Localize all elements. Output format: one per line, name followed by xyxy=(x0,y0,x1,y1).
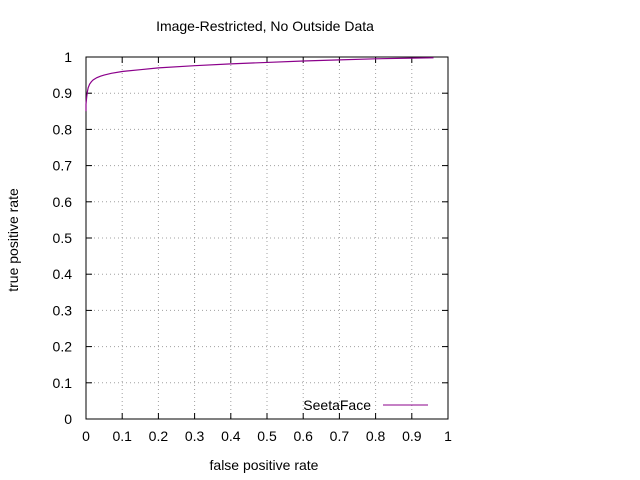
y-tick-label: 1 xyxy=(64,49,72,65)
y-tick-label: 0.5 xyxy=(53,230,73,246)
x-tick-label: 0.3 xyxy=(185,428,205,444)
series-line-seetaface xyxy=(85,57,434,112)
y-tick-label: 0.8 xyxy=(53,121,73,137)
x-tick-label: 0.4 xyxy=(221,428,241,444)
x-tick-label: 1 xyxy=(444,428,452,444)
y-tick-label: 0.7 xyxy=(53,158,73,174)
y-tick-label: 0.6 xyxy=(53,194,73,210)
y-tick-label: 0.9 xyxy=(53,85,73,101)
legend: SeetaFace xyxy=(303,397,428,413)
x-tick-label: 0.2 xyxy=(149,428,169,444)
x-tick-label: 0.9 xyxy=(402,428,422,444)
y-tick-label: 0.3 xyxy=(53,302,73,318)
legend-label-seetaface: SeetaFace xyxy=(303,397,371,413)
grid-lines xyxy=(86,57,448,419)
x-tick-label: 0.7 xyxy=(330,428,350,444)
x-tick-label: 0.1 xyxy=(112,428,132,444)
x-tick-label: 0.8 xyxy=(366,428,386,444)
y-tick-label: 0.1 xyxy=(53,375,73,391)
x-tick-label: 0.5 xyxy=(257,428,277,444)
tick-labels: 0 0.1 0.2 0.3 0.4 0.5 0.6 0.7 0.8 0.9 1 0 0.1 0.2 0.3 0… xyxy=(53,49,453,444)
axis-ticks xyxy=(85,56,449,420)
y-tick-label: 0.2 xyxy=(53,339,73,355)
y-axis-label: true positive rate xyxy=(5,188,21,292)
x-tick-label: 0.6 xyxy=(293,428,313,444)
y-tick-label: 0 xyxy=(64,411,72,427)
x-axis-label: false positive rate xyxy=(210,457,319,473)
y-tick-label: 0.4 xyxy=(53,266,73,282)
series-layer xyxy=(85,57,434,112)
x-tick-label: 0 xyxy=(82,428,90,444)
chart-title: Image-Restricted, No Outside Data xyxy=(156,18,374,34)
